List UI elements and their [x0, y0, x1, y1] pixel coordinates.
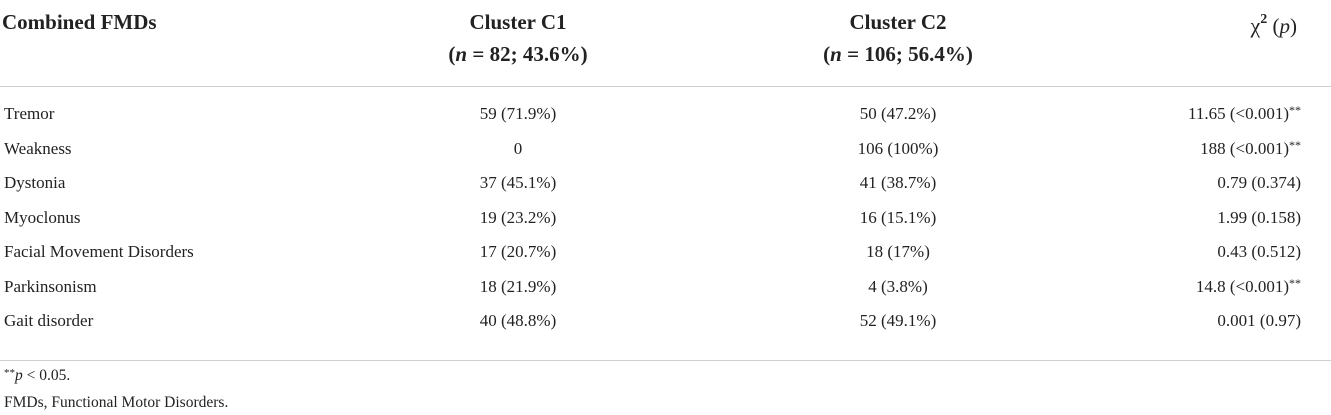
- cluster-c1-value: 0: [513, 138, 523, 158]
- row-label: Parkinsonism: [4, 276, 97, 296]
- table-row: Dystonia 37 (45.1%) 41 (38.7%) 0.79 (0.3…: [0, 166, 1331, 201]
- header-cluster-c1: Cluster C1 (n = 82; 43.6%): [388, 6, 648, 70]
- chi-square-value: 1.99 (0.158): [1217, 207, 1301, 227]
- table-footnotes: **p < 0.05. FMDs, Functional Motor Disor…: [4, 363, 228, 415]
- cluster-c1-value: 19 (23.2%): [479, 207, 557, 227]
- header-chi-square: χ2 (p): [1250, 12, 1297, 38]
- chi-square-value: 0.001 (0.97): [1217, 311, 1301, 330]
- header-cluster-c1-title: Cluster C1: [469, 10, 567, 34]
- table-header: Combined FMDs Cluster C1 (n = 82; 43.6%)…: [0, 0, 1331, 87]
- header-combined-fmds: Combined FMDs: [2, 10, 157, 34]
- cluster-c1-value: 17 (20.7%): [479, 242, 557, 261]
- results-table: Combined FMDs Cluster C1 (n = 82; 43.6%)…: [0, 0, 1331, 361]
- header-cluster-c2-n: (n = 106; 56.4%): [823, 42, 973, 66]
- cluster-c1-value: 37 (45.1%): [479, 173, 557, 192]
- table-row: Facial Movement Disorders 17 (20.7%) 18 …: [0, 235, 1331, 270]
- table-row: Tremor 59 (71.9%) 50 (47.2%) 11.65 (<0.0…: [0, 97, 1331, 132]
- header-cluster-c1-n: (n = 82; 43.6%): [448, 42, 588, 66]
- cluster-c1-value: 59 (71.9%): [479, 104, 557, 123]
- table-row: Parkinsonism 18 (21.9%) 4 (3.8%) 14.8 (<…: [0, 270, 1331, 305]
- chi-square-value: 0.79 (0.374): [1217, 173, 1301, 192]
- row-label: Tremor: [4, 104, 55, 123]
- abbreviation-footnote: FMDs, Functional Motor Disorders.: [4, 394, 229, 411]
- table-row: Myoclonus 19 (23.2%) 16 (15.1%) 1.99 (0.…: [0, 201, 1331, 236]
- table-body: Tremor 59 (71.9%) 50 (47.2%) 11.65 (<0.0…: [0, 87, 1331, 361]
- cluster-c2-value: 18 (17%): [866, 242, 930, 261]
- cluster-c2-value: 16 (15.1%): [859, 207, 937, 227]
- chi-square-value: 0.43 (0.512): [1217, 242, 1301, 261]
- row-label: Weakness: [4, 138, 72, 158]
- row-label: Dystonia: [4, 173, 66, 192]
- row-label: Facial Movement Disorders: [4, 242, 194, 261]
- table-row: Gait disorder 40 (48.8%) 52 (49.1%) 0.00…: [0, 304, 1331, 339]
- cluster-c2-value: 106 (100%): [857, 138, 939, 158]
- chi-square-value: 11.65 (<0.001)**: [1187, 103, 1301, 123]
- cluster-c2-value: 41 (38.7%): [859, 173, 937, 192]
- table-row: Weakness 0 106 (100%) 188 (<0.001)**: [0, 132, 1331, 167]
- row-label: Gait disorder: [4, 311, 94, 330]
- cluster-c2-value: 50 (47.2%): [859, 104, 937, 123]
- chi-square-value: 188 (<0.001)**: [1200, 137, 1301, 158]
- cluster-c1-value: 40 (48.8%): [479, 311, 557, 330]
- cluster-c1-value: 18 (21.9%): [479, 276, 557, 296]
- cluster-c2-value: 4 (3.8%): [868, 276, 928, 296]
- row-label: Myoclonus: [4, 207, 81, 227]
- header-cluster-c2: Cluster C2 (n = 106; 56.4%): [768, 6, 1028, 70]
- chi-square-value: 14.8 (<0.001)**: [1195, 275, 1301, 296]
- significance-footnote: **p < 0.05.: [4, 367, 71, 384]
- cluster-c2-value: 52 (49.1%): [859, 311, 937, 330]
- header-cluster-c2-title: Cluster C2: [849, 10, 947, 34]
